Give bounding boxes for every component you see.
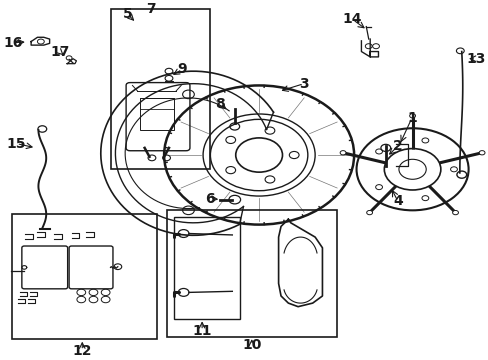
Text: 11: 11	[192, 324, 211, 338]
Text: 3: 3	[299, 77, 308, 91]
Bar	[110, 9, 210, 169]
Text: 7: 7	[145, 3, 155, 17]
Circle shape	[452, 211, 458, 215]
Text: 14: 14	[342, 13, 362, 26]
Text: 2: 2	[392, 139, 402, 153]
Text: 1: 1	[407, 111, 416, 125]
Text: 13: 13	[465, 52, 485, 66]
Circle shape	[340, 150, 346, 155]
Text: 4: 4	[392, 194, 402, 208]
Text: 9: 9	[177, 62, 186, 76]
Text: 16: 16	[3, 36, 23, 50]
Bar	[174, 217, 239, 319]
Bar	[12, 214, 157, 339]
Circle shape	[478, 150, 484, 155]
Text: 6: 6	[205, 192, 215, 206]
Text: 5: 5	[122, 7, 132, 21]
Text: 8: 8	[215, 97, 224, 111]
Bar	[140, 98, 174, 130]
Text: 15: 15	[7, 136, 26, 150]
Text: 17: 17	[51, 45, 70, 59]
Circle shape	[409, 114, 415, 118]
Text: 10: 10	[242, 338, 261, 352]
Bar	[166, 210, 336, 337]
Text: 12: 12	[72, 343, 92, 357]
Circle shape	[366, 211, 372, 215]
